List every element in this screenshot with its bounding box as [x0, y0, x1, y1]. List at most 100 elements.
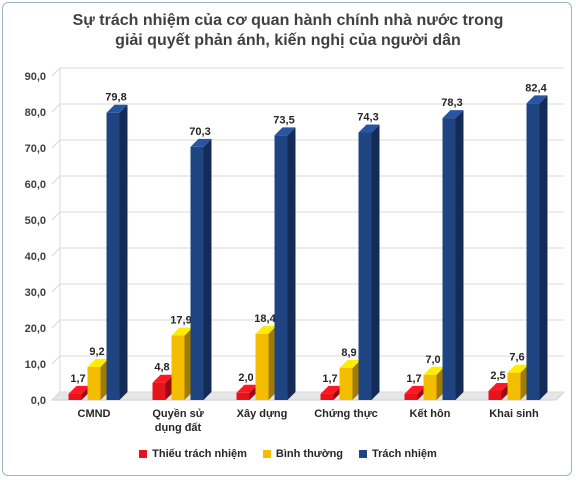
data-label-2-0: 79,8: [105, 92, 126, 104]
bar-1-0: [87, 366, 101, 400]
bar-top-1-0: [87, 358, 109, 367]
bar-0-1: [152, 382, 166, 400]
bar-2-2: [274, 135, 288, 400]
y-tick-label: 50,0: [25, 215, 46, 227]
data-label-0-2: 2,0: [238, 372, 253, 384]
bar-0-4: [404, 393, 418, 400]
bar-2-3: [358, 132, 372, 400]
data-label-0-1: 4,8: [154, 362, 169, 374]
bar-top-2-0: [106, 104, 128, 113]
legend-swatch-binh-thuong: [262, 450, 271, 458]
bar-top-1-5: [507, 364, 529, 373]
legend-label-trach-nhiem: Trách nhiệm: [372, 448, 437, 460]
category-label-3: Chứng thực: [314, 408, 378, 420]
data-label-2-2: 73,5: [273, 114, 294, 126]
bar-top-2-3: [358, 124, 380, 133]
bar-top-0-0: [68, 385, 90, 394]
category-label-4: Kết hôn: [410, 408, 451, 420]
gridline-side-8: [51, 103, 61, 113]
category-label-1: dụng đất: [155, 422, 202, 434]
gridline-side-6: [51, 175, 61, 185]
data-label-2-3: 74,3: [357, 112, 378, 124]
gridline-side-7: [51, 139, 61, 149]
y-tick-label: 80,0: [25, 107, 46, 119]
gridline-side-0: [51, 391, 61, 401]
category-label-1: Quyền sử: [152, 408, 203, 420]
data-label-2-5: 82,4: [525, 82, 547, 94]
data-label-1-2: 18,4: [254, 313, 276, 325]
category-label-2: Xây dựng: [237, 408, 288, 420]
gridline-side-5: [51, 211, 61, 221]
y-tick-label: 70,0: [25, 143, 46, 155]
bar-side-2-4: [455, 110, 464, 401]
data-label-0-0: 1,7: [70, 373, 85, 385]
bar-1-1: [171, 335, 185, 400]
bar-0-0: [68, 393, 82, 400]
y-tick-label: 10,0: [25, 359, 46, 371]
bar-2-0: [106, 112, 120, 400]
bar-top-1-4: [423, 366, 445, 375]
chart-title-line-2: giải quyết phản ánh, kiến nghị của người…: [115, 32, 461, 49]
chart-title-line-1: Sự trách nhiệm của cơ quan hành chính nh…: [72, 12, 504, 29]
bar-top-2-2: [274, 127, 296, 136]
legend-item-thieu-trach-nhiem: Thiếu trách nhiệm: [139, 448, 247, 460]
data-label-2-4: 78,3: [441, 97, 462, 109]
gridline-side-3: [51, 283, 61, 293]
legend-item-binh-thuong: Bình thường: [262, 448, 344, 460]
legend-item-trach-nhiem: Trách nhiệm: [359, 448, 437, 460]
bar-1-3: [339, 367, 353, 400]
data-label-1-3: 8,9: [341, 347, 356, 359]
bar-top-2-5: [526, 95, 548, 104]
data-label-0-4: 1,7: [406, 373, 421, 385]
bar-0-3: [320, 393, 334, 400]
gridline-side-2: [51, 319, 61, 329]
data-label-0-3: 1,7: [322, 373, 337, 385]
legend-label-binh-thuong: Bình thường: [275, 448, 344, 460]
bar-top-0-3: [320, 385, 342, 394]
y-tick-label: 40,0: [25, 251, 46, 263]
data-label-2-1: 70,3: [189, 126, 210, 138]
bar-top-0-2: [236, 384, 258, 393]
bar-1-5: [507, 372, 521, 400]
bar-2-5: [526, 103, 540, 401]
legend-swatch-thieu-trach-nhiem: [139, 450, 148, 458]
bar-1-4: [423, 374, 437, 400]
bar-top-2-1: [190, 138, 212, 147]
bar-2-1: [190, 146, 204, 400]
y-tick-label: 60,0: [25, 179, 46, 191]
gridline-side-1: [51, 355, 61, 365]
category-label-5: Khai sinh: [489, 408, 539, 420]
bar-side-2-2: [287, 127, 296, 401]
bar-top-1-2: [255, 325, 277, 334]
bar-side-2-1: [203, 138, 212, 401]
bar-side-2-3: [371, 124, 380, 401]
bar-top-1-1: [171, 327, 193, 336]
bar-2-4: [442, 118, 456, 401]
legend-swatch-trach-nhiem: [359, 450, 368, 458]
data-label-1-1: 17,9: [170, 315, 191, 327]
gridline-side-9: [51, 67, 61, 77]
chart-legend: Thiếu trách nhiệm Bình thường Trách nhiệ…: [0, 448, 576, 460]
bar-0-2: [236, 392, 250, 400]
bar-1-2: [255, 333, 269, 400]
bar-top-0-5: [488, 383, 510, 391]
y-tick-label: 30,0: [25, 287, 46, 299]
bar-top-0-1: [152, 374, 174, 383]
legend-label-thieu-trach-nhiem: Thiếu trách nhiệm: [152, 448, 247, 460]
bar-side-2-0: [119, 104, 128, 400]
data-label-1-4: 7,0: [425, 354, 440, 366]
y-tick-label: 20,0: [25, 323, 46, 335]
data-label-1-0: 9,2: [89, 346, 104, 358]
y-tick-label: 90,0: [25, 71, 46, 83]
gridline-side-4: [51, 247, 61, 257]
bar-top-2-4: [442, 110, 464, 119]
category-label-0: CMND: [78, 408, 111, 420]
bar-0-5: [488, 391, 502, 400]
bar-side-2-5: [539, 95, 548, 401]
bar-top-0-4: [404, 385, 426, 394]
data-label-0-5: 2,5: [490, 370, 505, 382]
bar-top-1-3: [339, 359, 361, 368]
data-label-1-5: 7,6: [509, 352, 524, 364]
chart-floor: [50, 391, 566, 401]
